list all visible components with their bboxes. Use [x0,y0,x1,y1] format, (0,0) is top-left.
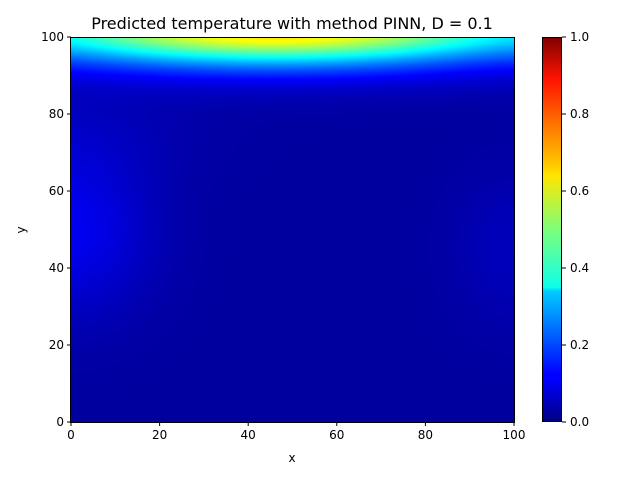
y-tick-label: 0 [56,415,64,429]
y-axis: 0 20 40 60 80 100 [41,30,71,429]
colorbar-tick-label: 1.0 [570,30,589,44]
colorbar-axis: 0.0 0.2 0.4 0.6 0.8 1.0 [562,30,589,429]
x-tick-label: 20 [152,428,167,442]
heatmap-area [71,37,514,422]
x-tick-label: 100 [503,428,526,442]
x-axis-label: x [288,451,295,465]
colorbar-tick-label: 0.6 [570,184,589,198]
colorbar-tick-label: 0.4 [570,261,589,275]
y-axis-label: y [14,226,28,233]
x-tick-label: 40 [241,428,256,442]
y-tick-label: 40 [49,261,64,275]
y-tick-label: 20 [49,338,64,352]
colorbar-tick-label: 0.0 [570,415,589,429]
x-tick-label: 80 [418,428,433,442]
y-tick-label: 60 [49,184,64,198]
chart-title: Predicted temperature with method PINN, … [91,14,493,33]
colorbar-tick-label: 0.8 [570,107,589,121]
x-tick-label: 0 [67,428,75,442]
colorbar-frame [542,37,562,422]
y-tick-label: 80 [49,107,64,121]
y-tick-label: 100 [41,30,64,44]
colorbar-tick-label: 0.2 [570,338,589,352]
x-tick-label: 60 [329,428,344,442]
plot-frame [70,37,515,423]
x-axis: 0 20 40 60 80 100 [67,422,525,442]
heatmap-canvas [71,37,514,422]
colorbar [542,37,562,422]
